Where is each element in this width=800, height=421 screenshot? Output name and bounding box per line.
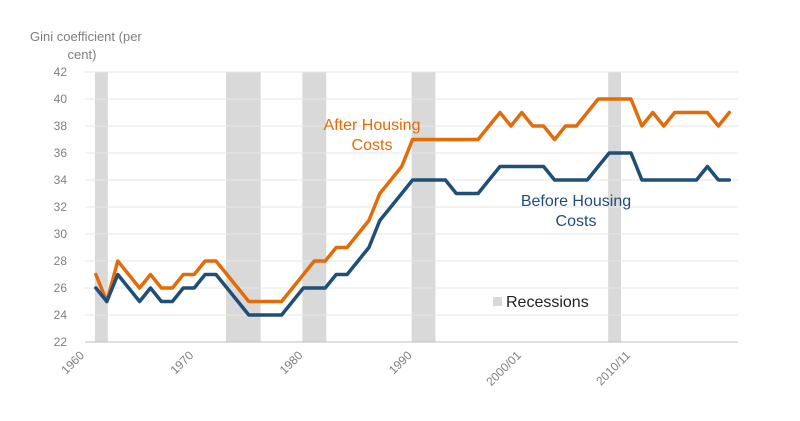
y-axis-label-line2: cent) [68, 47, 97, 62]
y-tick-label: 26 [54, 281, 68, 295]
y-tick-label: 34 [54, 173, 68, 187]
y-tick-labels: 22 24 26 28 30 32 34 36 38 40 42 [54, 65, 68, 349]
series-label-before-housing-costs: Before Housing Costs [521, 193, 631, 230]
gridlines [85, 71, 738, 316]
series-label-ahc-line1: After Housing [324, 117, 421, 134]
series-label-bhc-line2: Costs [556, 213, 597, 230]
x-tick-label: 1980 [277, 348, 306, 377]
y-tick-label: 38 [54, 119, 68, 133]
legend-label-recessions: Recessions [506, 294, 589, 311]
series-lines [94, 97, 732, 317]
y-tick-label: 42 [54, 65, 68, 79]
series-line-before-housing-costs [94, 151, 732, 317]
y-axis-label-line1: Gini coefficient (per [30, 29, 142, 44]
x-tick-label: 2000/01 [483, 348, 524, 389]
y-tick-label: 24 [54, 308, 68, 322]
y-tick-label: 36 [54, 146, 68, 160]
x-tick-label: 1990 [386, 348, 415, 377]
series-line-after-housing-costs [94, 97, 732, 304]
y-tick-label: 40 [54, 92, 68, 106]
x-tick-label: 1960 [58, 348, 87, 377]
series-label-after-housing-costs: After Housing Costs [324, 117, 421, 154]
x-tick-label: 1970 [168, 348, 197, 377]
x-tick-label: 2010/11 [593, 348, 633, 388]
y-tick-label: 32 [54, 200, 68, 214]
y-tick-label: 22 [54, 335, 68, 349]
y-tick-label: 30 [54, 227, 68, 241]
legend: Recessions [493, 294, 589, 311]
legend-swatch-recessions [493, 297, 502, 306]
x-tick-labels: 1960 1970 1980 1990 2000/01 2010/11 [58, 348, 633, 389]
y-tick-label: 28 [54, 254, 68, 268]
series-label-bhc-line1: Before Housing [521, 193, 631, 210]
series-label-ahc-line2: Costs [352, 137, 393, 154]
